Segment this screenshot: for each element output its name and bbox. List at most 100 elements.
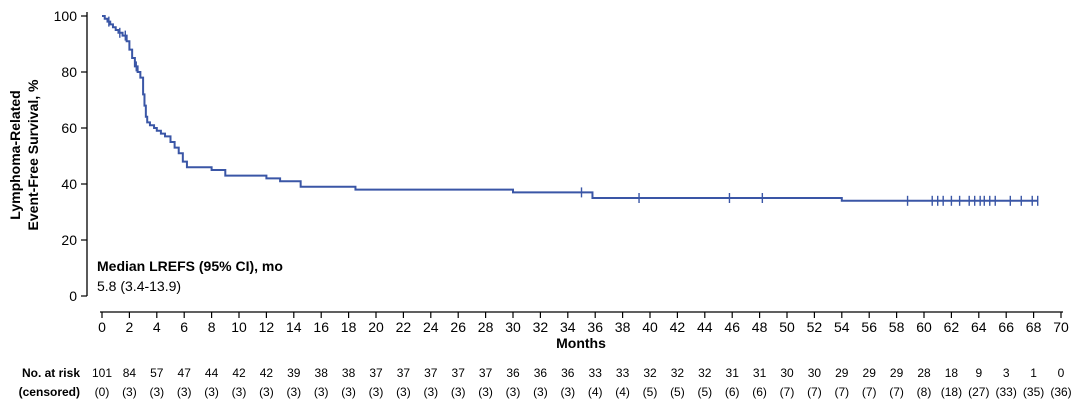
risk-at-risk-value: 30 xyxy=(780,366,794,380)
risk-censored-value: (3) xyxy=(149,385,164,399)
x-tick-label: 4 xyxy=(153,319,161,335)
x-axis-title: Months xyxy=(556,335,606,351)
risk-at-risk-value: 1 xyxy=(1030,366,1037,380)
risk-censored-value: (4) xyxy=(615,385,630,399)
risk-at-risk-value: 28 xyxy=(917,366,931,380)
x-tick-label: 6 xyxy=(180,319,188,335)
x-tick-label: 10 xyxy=(231,319,247,335)
y-tick-label: 0 xyxy=(69,288,77,304)
x-tick-label: 24 xyxy=(423,319,439,335)
risk-censored-value: (7) xyxy=(889,385,904,399)
risk-censored-value: (27) xyxy=(968,385,989,399)
risk-censored-value: (3) xyxy=(286,385,301,399)
risk-censored-value: (0) xyxy=(95,385,110,399)
risk-censored-value: (33) xyxy=(996,385,1017,399)
risk-censored-value: (3) xyxy=(314,385,329,399)
risk-at-risk-value: 33 xyxy=(616,366,630,380)
x-tick-label: 54 xyxy=(834,319,850,335)
x-axis-ticks: 0 2 4 6 8 10 12 14 16 18 20 22 24 26 28 30 32 34 36 38 40 42 4… xyxy=(98,312,1069,335)
risk-header-at-risk: No. at risk xyxy=(22,366,80,380)
risk-header-censored: (censored) xyxy=(19,385,80,399)
risk-at-risk-value: 36 xyxy=(506,366,520,380)
risk-at-risk-value: 9 xyxy=(975,366,982,380)
x-tick-label: 50 xyxy=(779,319,795,335)
y-axis-title: Lymphoma-Related Event-Free Survival, % xyxy=(7,79,41,231)
x-tick-label: 66 xyxy=(998,319,1014,335)
censor-marks xyxy=(108,16,1039,206)
risk-at-risk-value: 42 xyxy=(260,366,274,380)
y-axis-title-line2: Event-Free Survival, % xyxy=(25,79,41,231)
x-tick-label: 56 xyxy=(861,319,877,335)
risk-censored-value: (7) xyxy=(807,385,822,399)
risk-at-risk-value: 37 xyxy=(424,366,438,380)
risk-censored-value: (3) xyxy=(177,385,192,399)
x-tick-label: 30 xyxy=(505,319,521,335)
median-value: 5.8 (3.4-13.9) xyxy=(97,278,181,294)
risk-at-risk-value: 32 xyxy=(643,366,657,380)
x-tick-label: 62 xyxy=(944,319,960,335)
x-tick-label: 2 xyxy=(126,319,134,335)
risk-at-risk-value: 38 xyxy=(342,366,356,380)
risk-censored-value: (3) xyxy=(451,385,466,399)
x-tick-label: 34 xyxy=(560,319,576,335)
y-tick-label: 60 xyxy=(61,120,77,136)
risk-censored-value: (6) xyxy=(725,385,740,399)
x-tick-label: 12 xyxy=(259,319,275,335)
y-axis-title-line1: Lymphoma-Related xyxy=(7,90,23,219)
y-tick-label: 40 xyxy=(61,176,77,192)
y-tick-label: 80 xyxy=(61,64,77,80)
risk-at-risk-value: 29 xyxy=(835,366,849,380)
risk-censored-value: (7) xyxy=(834,385,849,399)
risk-at-risk-value: 18 xyxy=(945,366,959,380)
risk-censored-value: (5) xyxy=(670,385,685,399)
risk-censored-value: (3) xyxy=(478,385,493,399)
x-tick-label: 0 xyxy=(98,319,106,335)
risk-at-risk-value: 37 xyxy=(397,366,411,380)
risk-at-risk-value: 31 xyxy=(753,366,767,380)
risk-censored-value: (4) xyxy=(588,385,603,399)
y-tick-label: 100 xyxy=(54,8,78,24)
risk-censored-value: (3) xyxy=(122,385,137,399)
x-tick-label: 22 xyxy=(396,319,412,335)
risk-at-risk-value: 57 xyxy=(150,366,164,380)
x-tick-label: 26 xyxy=(450,319,466,335)
risk-censored-value: (3) xyxy=(232,385,247,399)
risk-censored-value: (5) xyxy=(643,385,658,399)
x-tick-label: 14 xyxy=(286,319,302,335)
survival-curve-group xyxy=(102,15,1038,202)
risk-censored-value: (3) xyxy=(259,385,274,399)
risk-censored-value: (3) xyxy=(396,385,411,399)
x-tick-label: 46 xyxy=(724,319,740,335)
x-tick-label: 40 xyxy=(642,319,658,335)
risk-at-risk-value: 38 xyxy=(315,366,329,380)
risk-at-risk-value: 36 xyxy=(561,366,575,380)
x-tick-label: 60 xyxy=(916,319,932,335)
x-tick-label: 20 xyxy=(368,319,384,335)
axes xyxy=(86,12,1063,313)
x-tick-label: 16 xyxy=(313,319,329,335)
risk-at-risk-value: 36 xyxy=(534,366,548,380)
risk-censored-value: (8) xyxy=(917,385,932,399)
risk-at-risk-value: 44 xyxy=(205,366,219,380)
risk-table: No. at risk (censored) 101 (0) 84 (3) 57 (3) 4… xyxy=(19,366,1072,399)
risk-censored-value: (18) xyxy=(941,385,962,399)
x-tick-label: 42 xyxy=(670,319,686,335)
risk-at-risk-value: 30 xyxy=(808,366,822,380)
risk-at-risk-value: 32 xyxy=(671,366,685,380)
risk-at-risk-value: 33 xyxy=(589,366,603,380)
x-tick-label: 64 xyxy=(971,319,987,335)
risk-at-risk-value: 29 xyxy=(890,366,904,380)
median-label: Median LREFS (95% CI), mo xyxy=(97,258,283,274)
risk-censored-value: (3) xyxy=(341,385,356,399)
x-tick-label: 8 xyxy=(208,319,216,335)
risk-censored-value: (7) xyxy=(862,385,877,399)
x-tick-label: 32 xyxy=(533,319,549,335)
risk-censored-value: (3) xyxy=(533,385,548,399)
x-tick-label: 38 xyxy=(615,319,631,335)
x-tick-label: 36 xyxy=(587,319,603,335)
x-tick-label: 52 xyxy=(807,319,823,335)
risk-censored-value: (35) xyxy=(1023,385,1044,399)
risk-at-risk-value: 3 xyxy=(1003,366,1010,380)
risk-at-risk-value: 37 xyxy=(369,366,383,380)
